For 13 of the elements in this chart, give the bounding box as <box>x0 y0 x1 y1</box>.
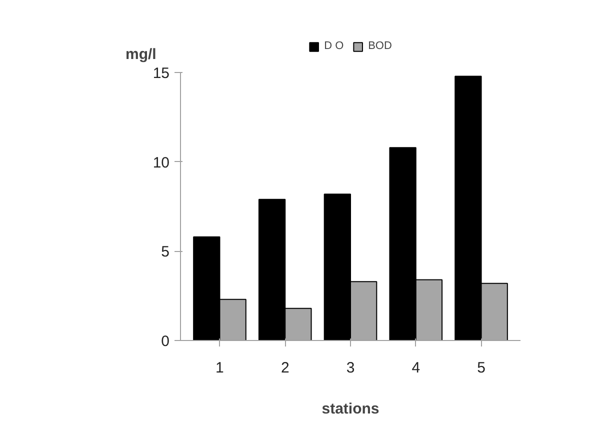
y-axis-title: mg/l <box>126 46 156 63</box>
x-tick-label: 4 <box>412 360 420 376</box>
x-tick-label: 3 <box>346 360 355 376</box>
y-tick-label: 15 <box>152 65 170 82</box>
y-tick-label: 10 <box>152 154 170 172</box>
x-tick-label: 5 <box>477 360 486 376</box>
x-tick-label: 1 <box>216 360 224 376</box>
legend-label: D O <box>324 40 344 52</box>
y-tick-label: 5 <box>161 244 170 261</box>
legend-label: BOD <box>368 40 392 52</box>
y-tick-label: 0 <box>161 333 170 350</box>
x-axis-title: stations <box>322 400 380 418</box>
x-tick-label: 2 <box>280 360 290 376</box>
